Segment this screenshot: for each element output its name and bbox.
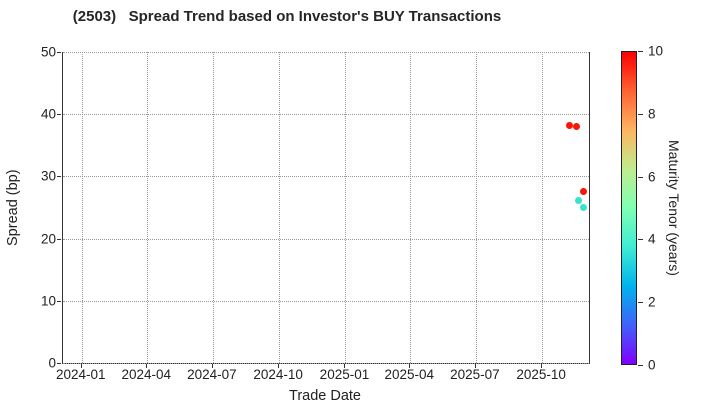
x-tick-label: 2025-01 [319,367,370,382]
gridline-vertical [542,52,544,363]
data-point [579,204,587,211]
data-point [573,123,581,131]
colorbar-tick-label: 10 [648,43,664,59]
y-tick-label: 20 [40,231,56,247]
y-tick-label: 0 [48,355,56,371]
gridline-vertical [81,52,83,363]
chart-title: (2503) Spread Trend based on Investor's … [72,8,502,25]
colorbar-tick-label: 4 [648,231,656,247]
x-tick-mark [344,364,346,368]
gridline-vertical [475,52,477,363]
y-tick-label: 30 [40,168,56,184]
y-tick-label: 10 [40,293,56,309]
colorbar-tick-mark [638,239,643,241]
colorbar-tick-mark [638,51,643,52]
x-tick-label: 2024-04 [121,367,172,382]
y-tick-mark [57,300,61,302]
colorbar-tick-label: 6 [648,169,656,185]
y-tick-mark [57,238,61,240]
y-tick-mark [57,176,61,178]
x-tick-label: 2025-07 [450,367,500,382]
x-tick-label: 2024-10 [253,367,303,382]
gridline-horizontal [63,52,589,53]
x-tick-mark [146,364,148,368]
data-point [574,197,582,205]
colorbar-tick-mark [638,365,643,366]
x-tick-label: 2024-07 [187,367,237,382]
x-axis-label: Trade Date [289,388,361,404]
x-tick-mark [278,364,280,368]
gridline-horizontal [63,300,589,302]
data-point [579,187,587,195]
colorbar-tick-label: 2 [648,294,656,310]
plot-area [62,52,590,364]
colorbar-tick-label: 0 [648,357,656,373]
data-point [566,121,574,129]
gridline-vertical [410,52,412,363]
x-tick-mark [541,364,543,368]
x-tick-mark [80,364,82,368]
y-tick-mark [57,52,61,53]
x-tick-mark [211,364,213,368]
gridline-vertical [212,52,214,363]
gridline-vertical [345,52,347,363]
colorbar-tick-mark [638,176,643,178]
colorbar-label: Maturity Tenor (years) [666,140,682,276]
x-tick-mark [409,364,411,368]
y-tick-mark [57,363,61,364]
gridline-horizontal [63,238,589,240]
x-tick-label: 2025-10 [516,367,566,382]
gridline-horizontal [63,363,589,364]
gridline-vertical [279,52,281,363]
y-tick-label: 40 [40,106,56,122]
gridline-horizontal [63,114,589,116]
x-tick-mark [474,364,476,368]
x-tick-label: 2024-01 [55,367,106,382]
colorbar-tick-mark [638,113,643,115]
gridline-horizontal [63,176,589,178]
colorbar-tick-label: 8 [648,106,656,122]
colorbar-tick-mark [638,302,643,304]
x-tick-label: 2025-04 [384,367,435,382]
y-axis-label: Spread (bp) [5,169,21,246]
y-tick-label: 50 [40,44,56,60]
gridline-vertical [147,52,149,363]
y-tick-mark [57,114,61,116]
colorbar [621,51,637,365]
